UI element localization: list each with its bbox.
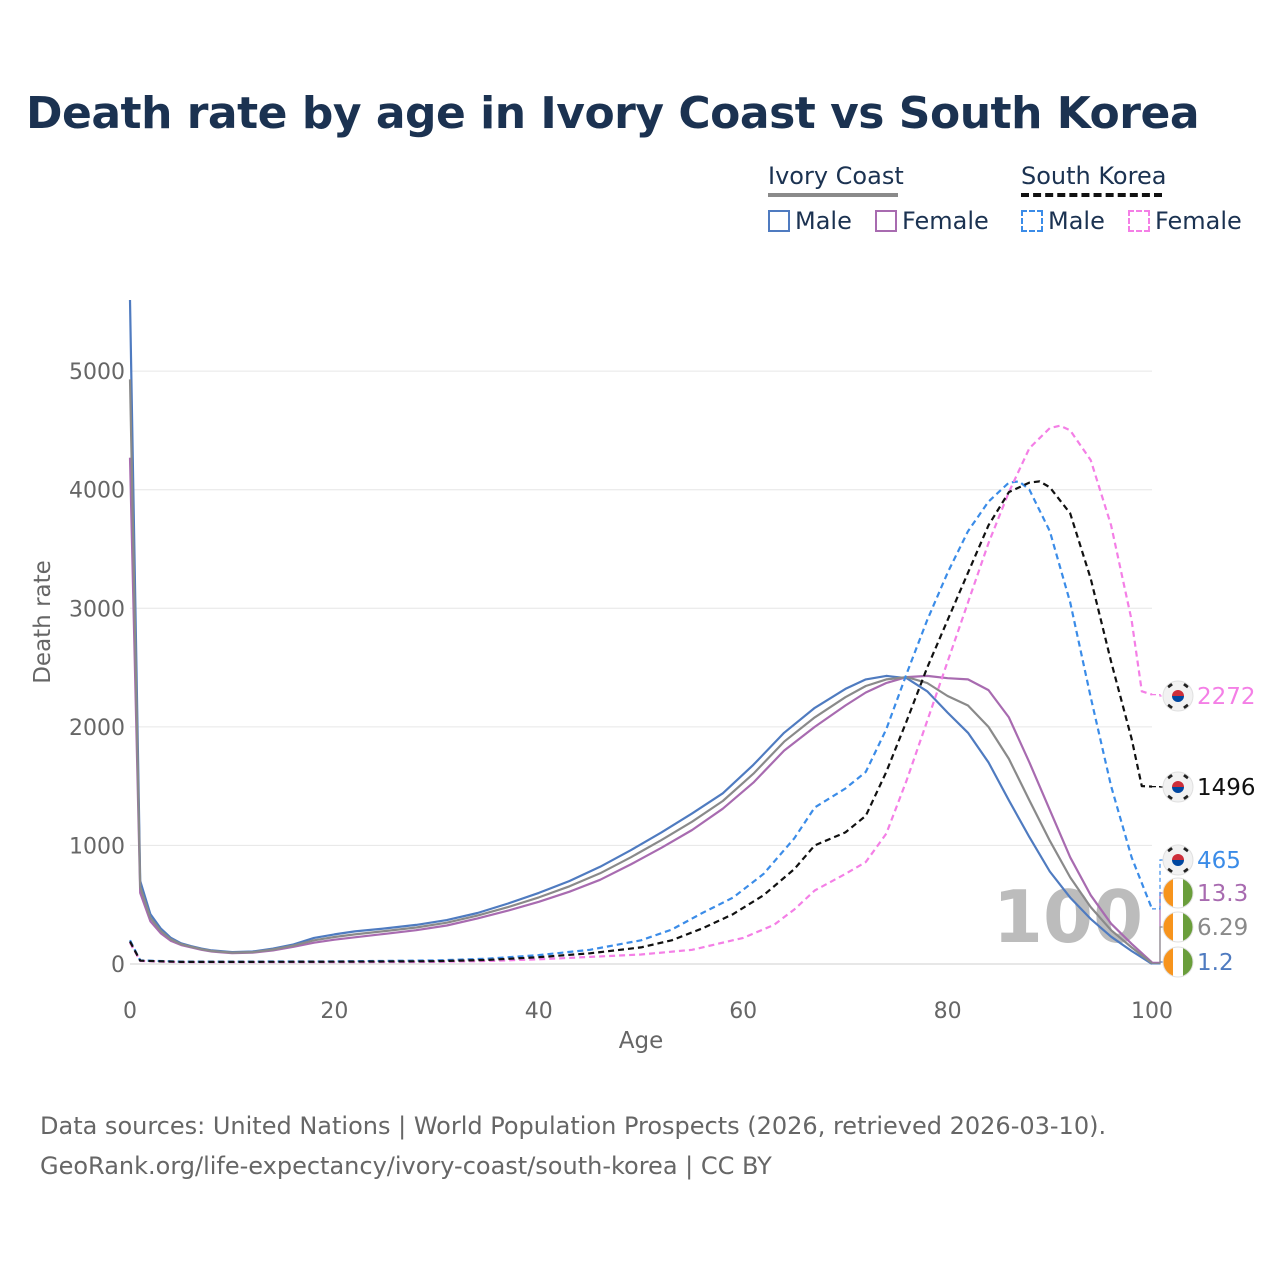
end-value-label: 6.29 xyxy=(1197,915,1248,941)
south-korea-flag-icon xyxy=(1162,844,1194,876)
legend-label-south-korea-female: Female xyxy=(1155,207,1242,235)
x-tick-label: 60 xyxy=(729,999,757,1024)
x-axis-label: Age xyxy=(619,1028,663,1054)
x-tick-label: 40 xyxy=(525,999,553,1024)
footer-url: GeoRank.org/life-expectancy/ivory-coast/… xyxy=(40,1152,772,1180)
legend-swatch-south-korea-female xyxy=(1128,210,1150,232)
legend-item-south-korea-female[interactable]: Female xyxy=(1128,207,1242,235)
chart-area: 100 0 1000 2000 3000 4000 5000 0 20 40 60 80 100 1.… xyxy=(30,299,1256,1054)
ivory-coast-flag-icon xyxy=(1162,946,1194,978)
y-tick-label: 5000 xyxy=(69,360,125,385)
ivory-coast-flag-icon xyxy=(1162,877,1194,909)
y-tick-label: 2000 xyxy=(69,716,125,741)
legend-item-south-korea-male[interactable]: Male xyxy=(1021,207,1105,235)
ivory-coast-flag-icon xyxy=(1162,911,1194,943)
end-value-label: 1.2 xyxy=(1197,950,1234,976)
end-connector xyxy=(1152,926,1164,964)
x-tick-label: 100 xyxy=(1131,999,1173,1024)
x-tick-label: 0 xyxy=(123,999,137,1024)
series-line-ivory-coast-male xyxy=(128,299,1153,965)
series-line-south-korea-male xyxy=(129,480,1154,963)
south-korea-flag-icon xyxy=(1162,771,1194,803)
legend-group-ivory-coast-title: Ivory Coast xyxy=(768,162,904,190)
y-axis-label: Death rate xyxy=(30,560,56,684)
end-value-label: 465 xyxy=(1197,848,1241,874)
end-connector xyxy=(1152,859,1164,910)
legend-label-ivory-coast-male: Male xyxy=(795,207,852,235)
end-connector xyxy=(1152,892,1164,963)
footer: Data sources: United Nations | World Pop… xyxy=(40,1106,1106,1186)
watermark-age: 100 xyxy=(993,875,1143,959)
legend-swatch-ivory-coast-female xyxy=(875,210,897,232)
end-connector xyxy=(1152,694,1164,697)
y-tick-label: 0 xyxy=(111,953,125,978)
footer-sources: Data sources: United Nations | World Pop… xyxy=(40,1112,1107,1140)
legend-group-south-korea-title: South Korea xyxy=(1021,162,1167,190)
series-line-south-korea-total xyxy=(129,480,1153,963)
end-value-label: 1496 xyxy=(1197,775,1256,801)
y-tick-label: 1000 xyxy=(69,834,125,859)
legend-group-ivory-coast-line xyxy=(768,193,898,197)
end-value-label: 13.3 xyxy=(1197,881,1248,907)
legend-swatch-south-korea-male xyxy=(1021,210,1043,232)
y-tick-label: 3000 xyxy=(69,597,125,622)
legend-label-ivory-coast-female: Female xyxy=(902,207,989,235)
x-tick-label: 80 xyxy=(934,999,962,1024)
legend-label-south-korea-male: Male xyxy=(1048,207,1105,235)
legend-group-south-korea-line xyxy=(1021,193,1162,197)
legend-item-ivory-coast-male[interactable]: Male xyxy=(768,207,852,235)
legend-item-ivory-coast-female[interactable]: Female xyxy=(875,207,989,235)
end-value-label: 2272 xyxy=(1197,684,1256,710)
y-tick-label: 4000 xyxy=(69,479,125,504)
x-tick-label: 20 xyxy=(320,999,348,1024)
chart-title: Death rate by age in Ivory Coast vs Sout… xyxy=(26,88,1200,139)
south-korea-flag-icon xyxy=(1162,680,1194,712)
series-line-ivory-coast-total xyxy=(128,379,1153,965)
legend-swatch-ivory-coast-male xyxy=(768,210,790,232)
